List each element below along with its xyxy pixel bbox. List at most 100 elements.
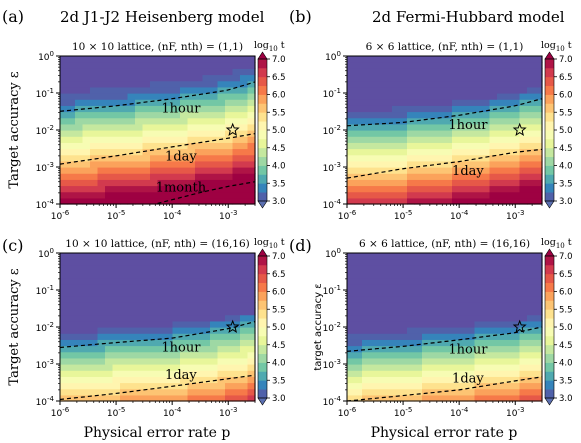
heatmap-cell [127, 123, 136, 131]
heatmap-cell [165, 99, 174, 106]
x-axis: 10-6 10-5 10-4 10-3 [51, 204, 256, 222]
heatmap-cell [414, 179, 423, 187]
heatmap-cell [399, 320, 408, 328]
heatmap-cell [519, 253, 528, 260]
heatmap-cell [527, 376, 536, 384]
heatmap-cell [172, 388, 181, 396]
heatmap-cell [232, 197, 241, 205]
heatmap-cell [407, 290, 416, 297]
heatmap-cell [210, 191, 219, 199]
heatmap-cell [187, 117, 196, 125]
heatmap-cell [504, 130, 513, 137]
heatmap-cell [142, 179, 151, 187]
heatmap-cell [240, 99, 249, 106]
heatmap-cell [82, 167, 91, 174]
heatmap-cell [437, 277, 446, 285]
x-tick-label: 10-4 [163, 406, 182, 419]
heatmap-cell [407, 142, 416, 150]
heatmap-cell [75, 191, 84, 199]
heatmap-cell [60, 339, 69, 347]
heatmap-cell [75, 394, 84, 402]
heatmap-cell [384, 111, 393, 119]
heatmap-cell [504, 271, 513, 279]
heatmap-cell [187, 160, 196, 168]
colorbar-segment [545, 183, 554, 193]
heatmap-cell [384, 259, 393, 266]
heatmap-cell [362, 160, 371, 168]
heatmap-cell [527, 364, 536, 371]
heatmap-cell [120, 357, 129, 365]
heatmap-cell [437, 148, 446, 156]
heatmap-cell [429, 99, 438, 106]
heatmap-cell [362, 167, 371, 174]
heatmap-cell [187, 302, 196, 310]
heatmap-cell [527, 327, 536, 334]
heatmap-cell [217, 111, 226, 119]
heatmap-cell [467, 179, 476, 187]
heatmap-cell [512, 364, 521, 371]
heatmap-cell [217, 314, 226, 322]
heatmap-cell [157, 154, 166, 162]
heatmap-cell [354, 197, 363, 205]
heatmap-cell [97, 74, 106, 82]
heatmap-cell [422, 148, 431, 156]
heatmap-cell [150, 376, 159, 384]
heatmap-cell [165, 62, 174, 69]
heatmap-cell [414, 191, 423, 199]
heatmap-cell [217, 394, 226, 402]
heatmap-cell [482, 314, 491, 322]
heatmap-cell [150, 265, 159, 273]
heatmap-cell [444, 376, 453, 384]
heatmap-cell [444, 160, 453, 168]
heatmap-cell [414, 86, 423, 94]
heatmap-cell [407, 86, 416, 94]
heatmap-cell [67, 142, 76, 150]
heatmap-cell [60, 290, 69, 297]
heatmap-cell [399, 62, 408, 69]
heatmap-cell [172, 376, 181, 384]
heatmap-cell [519, 283, 528, 291]
heatmap-cell [217, 308, 226, 316]
heatmap-cell [172, 197, 181, 205]
heatmap-cell [474, 265, 483, 273]
heatmap-cell [202, 376, 211, 384]
heatmap-cell [467, 191, 476, 199]
heatmap-cell [217, 86, 226, 94]
heatmap-cell [150, 370, 159, 377]
heatmap-cell [347, 376, 356, 384]
heatmap-cell [67, 111, 76, 119]
heatmap-cell [172, 117, 181, 125]
colorbar-segment [545, 300, 554, 310]
heatmap-cell [157, 99, 166, 106]
heatmap-cell [187, 86, 196, 94]
heatmap-cell [362, 111, 371, 119]
heatmap-cell [482, 160, 491, 168]
heatmap-cell [135, 388, 144, 396]
heatmap-cell [240, 142, 249, 150]
colorbar-segment [258, 353, 267, 363]
heatmap-cell [112, 185, 121, 193]
heatmap-cell [384, 86, 393, 94]
heatmap-cell [202, 130, 211, 137]
heatmap-cell [414, 394, 423, 402]
heatmap-cell [195, 197, 204, 205]
heatmap-cell [165, 271, 174, 279]
heatmap-cell [195, 167, 204, 174]
heatmap-cell [165, 388, 174, 396]
heatmap-cell [437, 130, 446, 137]
heatmap-cell [127, 345, 136, 353]
heatmap-cell [362, 56, 371, 63]
heatmap-cell [187, 308, 196, 316]
heatmap-cell [150, 283, 159, 291]
heatmap-cell [105, 265, 114, 273]
heatmap-cell [180, 277, 189, 285]
heatmap-cell [202, 308, 211, 316]
heatmap-cell [384, 160, 393, 168]
heatmap-cell [489, 117, 498, 125]
heatmap-cell [347, 351, 356, 359]
heatmap-cell [172, 308, 181, 316]
heatmap-cell [444, 80, 453, 88]
heatmap-cell [377, 56, 386, 63]
heatmap-cell [407, 111, 416, 119]
heatmap-cell [142, 93, 151, 100]
